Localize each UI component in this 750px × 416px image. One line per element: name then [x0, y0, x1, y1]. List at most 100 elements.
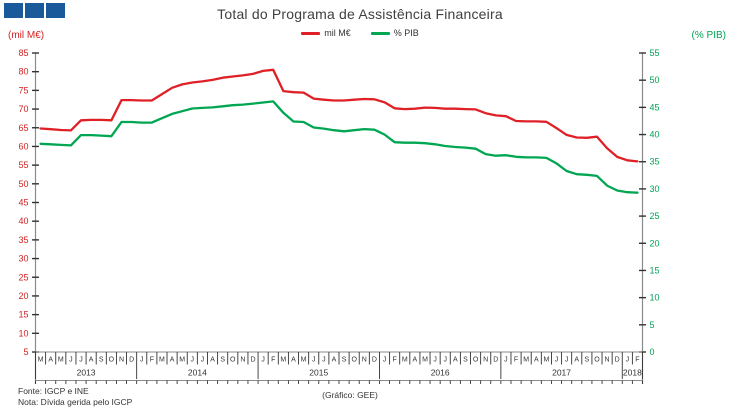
month-cell-label: J	[322, 357, 326, 364]
source-line: Fonte: IGCP e INE	[18, 386, 89, 396]
legend-label: mil M€	[324, 28, 351, 38]
month-cell-label: S	[99, 357, 104, 364]
year-label: 2017	[552, 368, 571, 378]
logo	[4, 3, 65, 18]
left-axis-tick-label: 25	[18, 272, 28, 282]
month-cell-label: A	[89, 357, 94, 364]
left-axis-tick-label: 45	[18, 198, 28, 208]
right-axis-tick-label: 20	[650, 238, 660, 248]
right-axis-tick-label: 10	[650, 293, 660, 303]
right-axis-tick-label: 55	[650, 48, 660, 58]
month-cell-label: F	[271, 357, 275, 364]
month-cell-label: F	[150, 357, 154, 364]
month-cell-label: M	[402, 357, 408, 364]
month-cell-label: J	[69, 357, 73, 364]
month-cell-label: O	[473, 357, 479, 364]
year-label: 2016	[431, 368, 450, 378]
red-line-swatch-icon	[301, 31, 321, 35]
month-cell-label: N	[362, 357, 367, 364]
month-cell-label: M	[523, 357, 529, 364]
month-cell-label: M	[543, 357, 549, 364]
month-cell-label: M	[280, 357, 286, 364]
month-cell-label: A	[48, 357, 53, 364]
month-cell-label: A	[453, 357, 458, 364]
left-axis-tick-label: 20	[18, 291, 28, 301]
legend: mil M€ % PIB	[85, 28, 635, 38]
month-cell-label: O	[351, 357, 357, 364]
left-axis-tick-label: 35	[18, 235, 28, 245]
legend-item-pib: % PIB	[370, 28, 419, 38]
month-cell-label: A	[210, 357, 215, 364]
left-axis-tick-label: 10	[18, 328, 28, 338]
month-cell-label: J	[140, 357, 144, 364]
logo-square-icon	[4, 3, 23, 18]
month-cell-label: J	[626, 357, 630, 364]
month-cell-label: J	[565, 357, 569, 364]
month-cell-label: S	[342, 357, 347, 364]
year-label: 2013	[77, 368, 96, 378]
month-cell-label: A	[170, 357, 175, 364]
month-cell-label: O	[230, 357, 236, 364]
month-cell-label: A	[534, 357, 539, 364]
right-axis-tick-label: 0	[650, 347, 655, 357]
right-axis-tick-label: 35	[650, 157, 660, 167]
month-cell-label: A	[574, 357, 579, 364]
right-axis-tick-label: 15	[650, 265, 660, 275]
month-cell-label: A	[413, 357, 418, 364]
right-axis-tick-label: 45	[650, 102, 660, 112]
left-axis-tick-label: 80	[18, 67, 28, 77]
month-cell-label: S	[463, 357, 468, 364]
left-axis-tick-label: 75	[18, 85, 28, 95]
legend-item-mil-me: mil M€	[301, 28, 351, 38]
month-cell-label: M	[301, 357, 307, 364]
month-cell-label: F	[635, 357, 639, 364]
month-cell-label: D	[250, 357, 255, 364]
footer-source: Fonte: IGCP e INE Nota: Dívida gerida pe…	[18, 386, 132, 407]
month-cell-label: J	[383, 357, 387, 364]
year-label: 2015	[309, 368, 328, 378]
month-cell-label: N	[119, 357, 124, 364]
month-cell-label: S	[585, 357, 590, 364]
left-axis-tick-label: 30	[18, 254, 28, 264]
month-cell-label: M	[179, 357, 185, 364]
right-axis-tick-label: 50	[650, 75, 660, 85]
left-axis-tick-label: 50	[18, 179, 28, 189]
left-axis-tick-label: 65	[18, 123, 28, 133]
month-cell-label: M	[159, 357, 165, 364]
right-axis-tick-label: 40	[650, 130, 660, 140]
left-axis-tick-label: 70	[18, 104, 28, 114]
footer-credit: (Gráfico: GEE)	[322, 390, 378, 400]
month-cell-label: F	[393, 357, 397, 364]
month-cell-label: M	[422, 357, 428, 364]
right-axis-unit-label: (% PIB)	[691, 30, 726, 41]
month-cell-label: A	[332, 357, 337, 364]
legend-label: % PIB	[393, 28, 419, 38]
green-line-swatch-icon	[370, 31, 390, 35]
month-cell-label: J	[191, 357, 195, 364]
year-label: 2018	[623, 368, 642, 378]
series-line-pib	[39, 100, 639, 194]
month-cell-label: O	[109, 357, 115, 364]
month-cell-label: F	[514, 357, 518, 364]
month-cell-label: A	[291, 357, 296, 364]
left-axis-tick-label: 85	[18, 48, 28, 58]
logo-square-icon	[46, 3, 65, 18]
month-cell-label: J	[79, 357, 83, 364]
series-line-mil-me	[39, 68, 639, 163]
month-cell-label: J	[312, 357, 316, 364]
month-cell-label: N	[240, 357, 245, 364]
note-line: Nota: Dívida gerida pelo IGCP	[18, 396, 133, 407]
month-cell-label: J	[261, 357, 265, 364]
month-cell-label: J	[201, 357, 205, 364]
left-axis-tick-label: 55	[18, 160, 28, 170]
right-axis-tick-label: 30	[650, 184, 660, 194]
month-cell-label: O	[594, 357, 600, 364]
month-cell-label: D	[615, 357, 620, 364]
left-axis-unit-label: (mil M€)	[8, 30, 45, 41]
month-cell-label: M	[58, 357, 64, 364]
month-cell-label: S	[220, 357, 225, 364]
right-axis-tick-label: 5	[650, 320, 655, 330]
left-axis-tick-label: 15	[18, 310, 28, 320]
